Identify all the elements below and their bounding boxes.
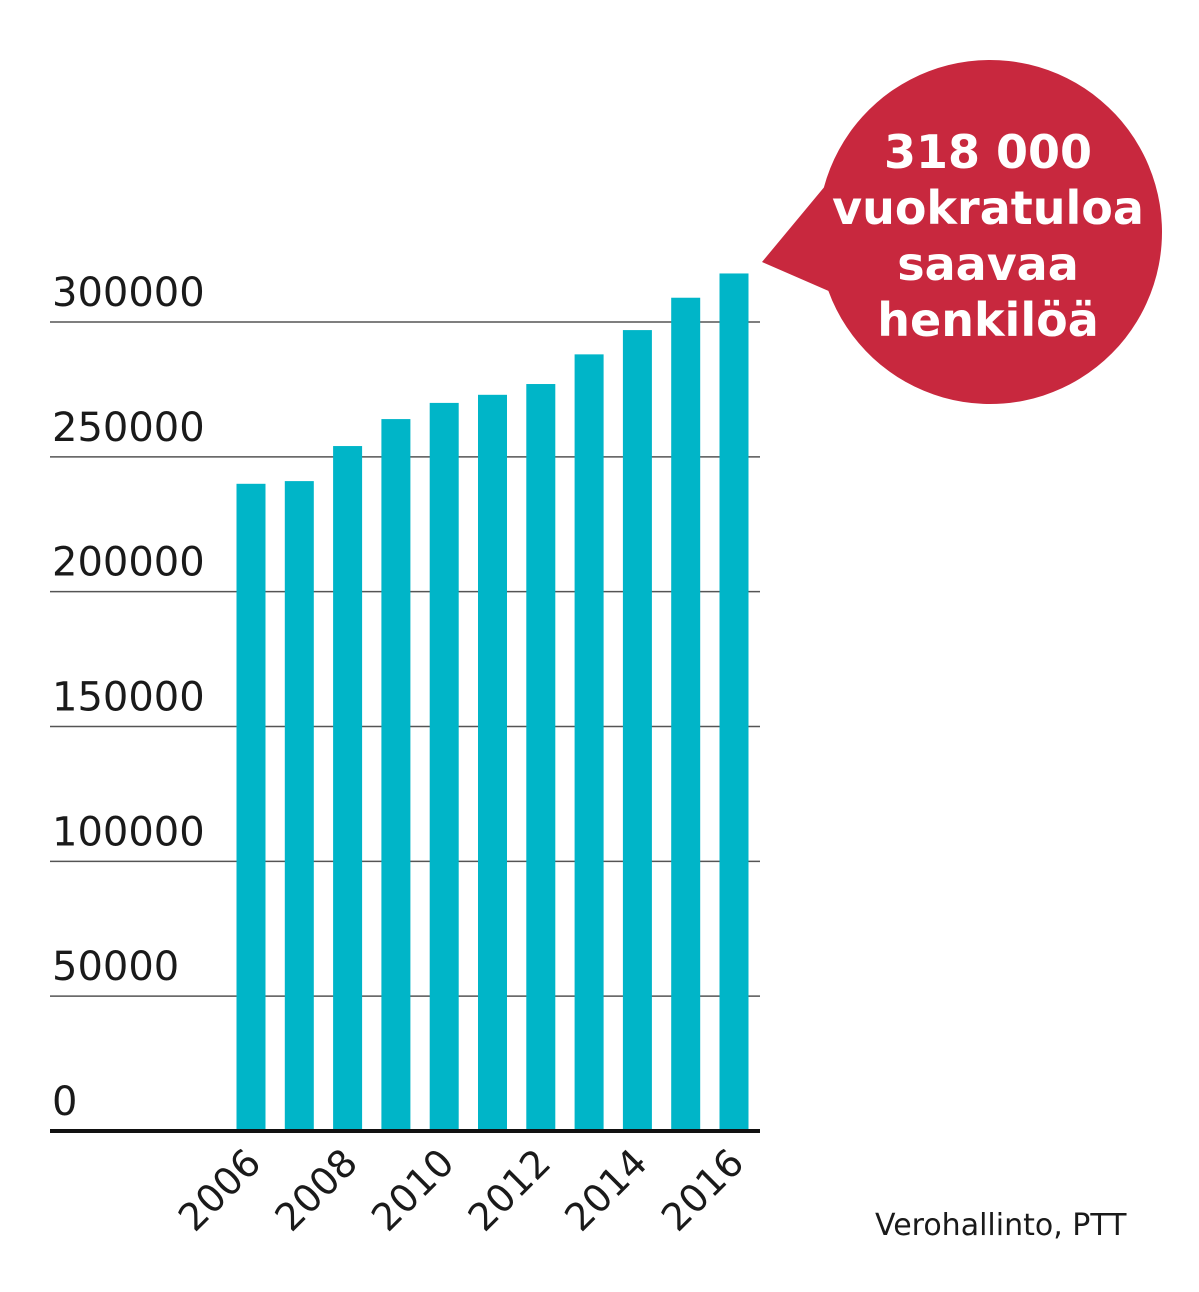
y-axis-tick-labels: 0 50000 100000 150000 200000 250000 300000 — [52, 270, 205, 1125]
x-tick-label: 2010 — [363, 1140, 463, 1240]
x-tick-label: 2016 — [653, 1140, 753, 1240]
bar-2006 — [236, 483, 266, 1131]
bars — [236, 273, 749, 1132]
callout-bubble: 318 000 vuokratuloa saavaa henkilöä — [762, 60, 1162, 405]
y-tick-label: 150000 — [52, 675, 205, 721]
bar-2014 — [622, 330, 652, 1132]
y-tick-label: 100000 — [52, 809, 205, 855]
y-tick-label: 50000 — [52, 944, 179, 990]
callout-line: vuokratuloa — [832, 181, 1144, 235]
callout-text: 318 000 vuokratuloa saavaa henkilöä — [832, 125, 1144, 347]
y-tick-label: 300000 — [52, 270, 205, 316]
bar-2011 — [478, 394, 507, 1131]
callout-line: saavaa — [897, 237, 1079, 291]
callout-line: 318 000 — [884, 125, 1092, 179]
y-tick-label: 250000 — [52, 405, 205, 451]
bar-2008 — [333, 446, 363, 1132]
bar-2010 — [429, 402, 459, 1131]
y-tick-label: 0 — [52, 1079, 77, 1125]
x-tick-label: 2006 — [170, 1140, 270, 1240]
bar-2013 — [574, 354, 604, 1131]
y-tick-label: 200000 — [52, 540, 205, 586]
bar-2012 — [526, 384, 556, 1132]
callout-shape — [762, 60, 1162, 405]
bar-2015 — [671, 297, 701, 1132]
source-label: Verohallinto, PTT — [875, 1208, 1127, 1243]
bar-2009 — [381, 419, 411, 1132]
callout-line: henkilöä — [877, 293, 1098, 347]
bar-2016 — [719, 273, 749, 1132]
bar-2007 — [284, 481, 314, 1131]
x-tick-label: 2012 — [460, 1140, 560, 1240]
x-tick-label: 2014 — [556, 1140, 656, 1240]
x-tick-label: 2008 — [266, 1140, 366, 1240]
